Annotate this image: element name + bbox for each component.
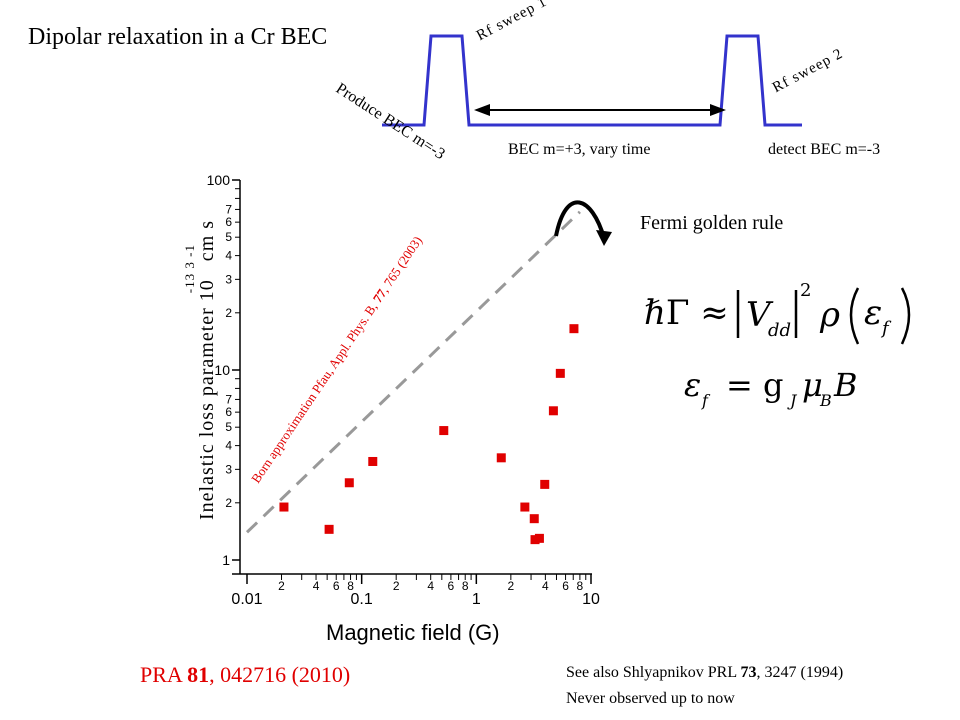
y-major-tick-label: 10: [214, 362, 230, 378]
data-point: [529, 514, 539, 524]
x-minor-tick-label: 6: [562, 579, 569, 593]
data-point: [368, 456, 378, 466]
data-points: [279, 324, 579, 545]
formula-eps: ε: [864, 293, 882, 333]
curved-arrow-head-icon: [596, 230, 612, 246]
x-minor-tick-label: 2: [508, 579, 515, 593]
reference-suffix: , 042716 (2010): [209, 662, 351, 687]
never-observed-note: Never observed up to now: [566, 690, 735, 707]
y-minor-tick-label: 2: [225, 496, 232, 510]
hold-label: BEC m=+3, vary time: [508, 141, 651, 158]
x-minor-tick-label: 8: [462, 579, 469, 593]
pulse-sequence-line: [382, 34, 802, 127]
x-minor-tick-label: 4: [542, 579, 549, 593]
x-minor-tick-label: 4: [313, 579, 320, 593]
y-minor-tick-label: 4: [225, 439, 232, 453]
y-minor-tick-label: 7: [225, 202, 232, 216]
formula2-eps: ε: [684, 366, 701, 404]
formula-v-sub: dd: [768, 320, 791, 341]
formula-line-2: ε f = g J μ B B: [684, 366, 858, 410]
data-point: [324, 524, 334, 534]
data-point: [496, 453, 506, 463]
x-major-tick-label: 1: [472, 591, 481, 608]
formula-line-1: ℏΓ ≈ V dd 2 ρ ε f: [644, 280, 911, 345]
see-also-volume: 73: [740, 664, 757, 681]
formula-eps-sub: f: [880, 318, 892, 339]
formula2-mu: μ: [802, 366, 823, 404]
y-axis-label-unit: 10 cm s: [196, 219, 218, 302]
y-minor-tick-label: 4: [225, 249, 232, 263]
data-point: [534, 533, 544, 543]
y-minor-tick-label: 2: [225, 306, 232, 320]
formula2-sub-b: B: [819, 391, 832, 410]
reference-prefix: PRA: [140, 662, 188, 687]
formula-square: 2: [800, 280, 811, 301]
x-minor-tick-label: 8: [347, 579, 354, 593]
chart-axes: [232, 180, 592, 575]
see-also-suffix: , 3247 (1994): [756, 664, 844, 681]
paren-left: [849, 287, 860, 345]
page-title: Dipolar relaxation in a Cr BEC: [28, 24, 328, 50]
data-point: [344, 478, 354, 488]
y-minor-tick-label: 5: [225, 420, 232, 434]
x-minor-tick-label: 2: [278, 579, 285, 593]
data-point: [548, 406, 558, 416]
x-minor-tick-label: 4: [427, 579, 434, 593]
curved-arrow-icon: [554, 200, 606, 239]
formula2-b: B: [833, 366, 858, 404]
born-approximation-line: [245, 210, 581, 534]
x-major-tick-label: 10: [582, 591, 600, 608]
data-point: [540, 479, 550, 489]
hold-arrow-right-head: [710, 104, 726, 116]
sequence-diagram: [382, 34, 802, 127]
born-approximation-dashed-line: [245, 210, 581, 534]
formula-v: V: [746, 295, 774, 335]
paren-right: [900, 287, 911, 345]
y-minor-tick-label: 5: [225, 230, 232, 244]
data-point: [569, 324, 579, 334]
y-axis-label: Inelastic loss parameter -13 3 -1 10 cm …: [182, 219, 219, 520]
formula2-eq-g: = g: [726, 366, 783, 404]
y-axis-label-unit-wrap: -13 3 -1 10 cm s: [182, 219, 219, 302]
formula2-eps-sub: f: [701, 391, 711, 410]
data-point: [520, 502, 530, 512]
x-minor-tick-label: 8: [577, 579, 584, 593]
data-point: [279, 502, 289, 512]
hold-arrow-left-head: [474, 104, 490, 116]
formula-rho: ρ: [819, 295, 840, 335]
detect-label: detect BEC m=-3: [768, 141, 881, 158]
y-axis-label-main: Inelastic loss parameter: [196, 307, 218, 520]
reference-volume: 81: [187, 662, 210, 687]
y-minor-tick-label: 6: [225, 215, 232, 229]
y-minor-tick-label: 7: [225, 392, 232, 406]
formula-hbar-gamma: ℏΓ ≈: [644, 293, 729, 333]
see-also-reference: See also Shlyapnikov PRL 73, 3247 (1994): [566, 664, 843, 682]
data-point: [439, 426, 449, 436]
x-major-tick-label: 0.01: [231, 591, 262, 608]
x-minor-tick-label: 6: [448, 579, 455, 593]
x-axis-label: Magnetic field (G): [326, 620, 500, 645]
y-minor-tick-label: 3: [225, 272, 232, 286]
y-minor-tick-label: 6: [225, 405, 232, 419]
fermi-golden-rule-label: Fermi golden rule: [640, 212, 784, 234]
reference-pra: PRA 81, 042716 (2010): [140, 662, 350, 688]
see-also-prefix: See also Shlyapnikov PRL: [566, 664, 741, 681]
x-minor-tick-label: 2: [393, 579, 400, 593]
y-axis-label-exponents: -13 3 -1: [182, 244, 197, 294]
y-minor-tick-label: 3: [225, 462, 232, 476]
formula2-sub-j: J: [787, 391, 798, 410]
data-point: [555, 368, 565, 378]
y-major-tick-label: 1: [222, 552, 230, 568]
x-minor-tick-label: 6: [333, 579, 340, 593]
y-major-tick-label: 100: [207, 172, 231, 188]
formula-block: ℏΓ ≈ V dd 2 ρ ε f ε f = g J μ B B: [644, 280, 911, 410]
x-major-tick-label: 0.1: [351, 591, 373, 608]
